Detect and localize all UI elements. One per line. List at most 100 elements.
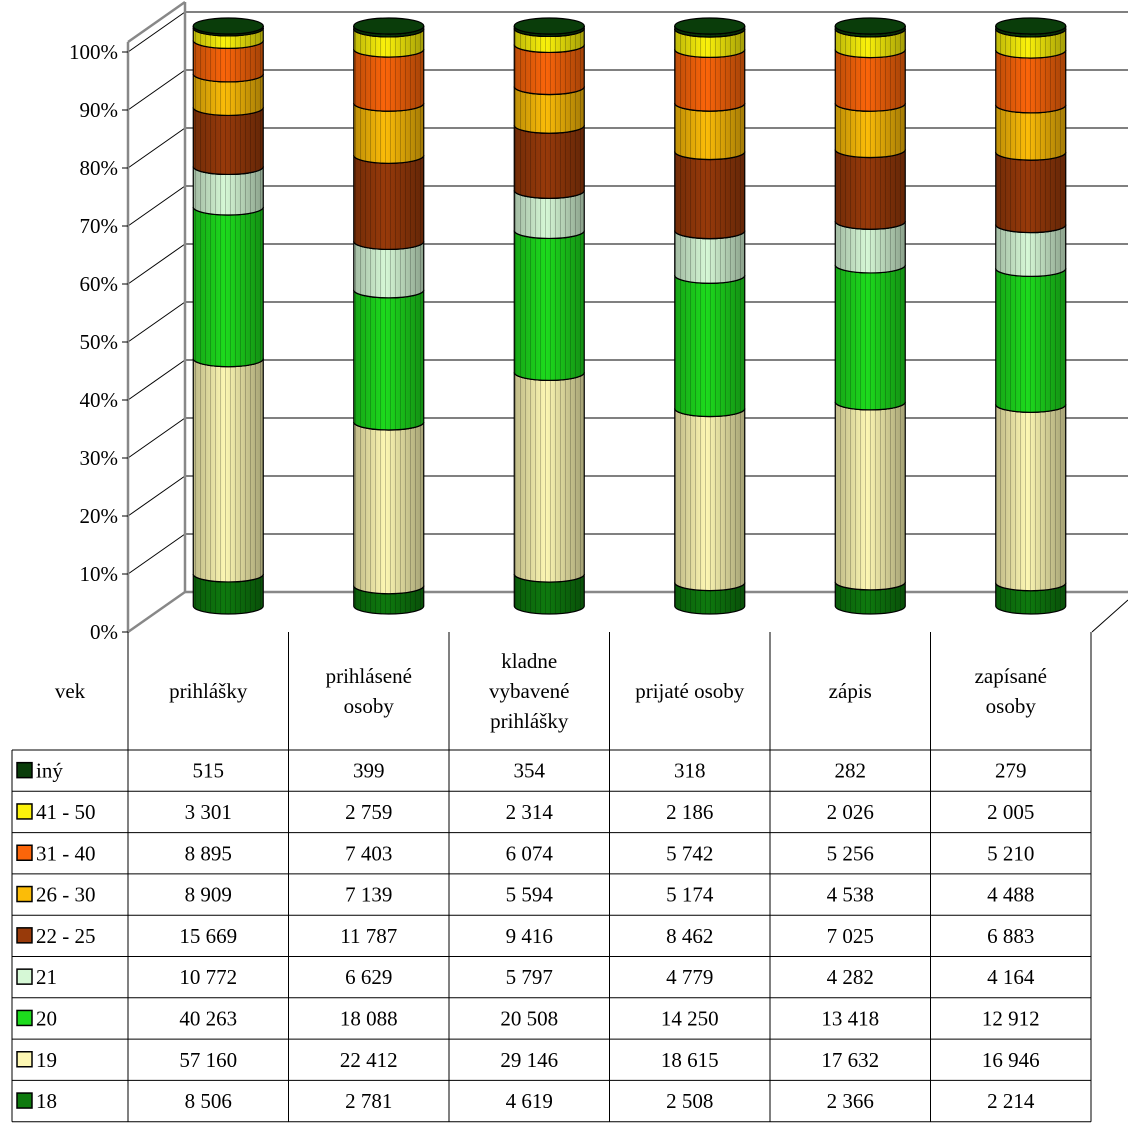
- bar-top-cap: [192, 17, 264, 35]
- bar-segment-zápis-26-30: [834, 103, 906, 159]
- table-cell-value: 4 779: [666, 965, 713, 989]
- table-header-vek: vek: [55, 679, 86, 703]
- bar-segment-zápis-31-40: [834, 49, 906, 112]
- table-cell-value: 7 403: [345, 841, 392, 865]
- bar-segment-kladne-vybavené-prihlášky-26-30: [513, 86, 585, 134]
- table-cell-value: 6 074: [506, 841, 554, 865]
- bar-segment-prihlášky-20: [192, 206, 264, 368]
- table-cell-value: 5 797: [506, 965, 553, 989]
- side-wall-top: [127, 0, 186, 44]
- bar-segment-zapísané-osoby-20: [995, 268, 1067, 413]
- bar-top-cap: [674, 17, 746, 35]
- legend-label: 20: [36, 1006, 57, 1030]
- bar-segment-prihlásené-osoby-19: [353, 421, 425, 595]
- gridline-side: [127, 533, 186, 575]
- legend-swatch: [16, 1009, 33, 1027]
- legend-swatch: [16, 1092, 33, 1109]
- floor-right-edge: [1091, 599, 1128, 633]
- bar-segment-prijaté-osoby-19: [674, 408, 746, 592]
- bar-segment-prihlásené-osoby-26-30: [353, 102, 425, 164]
- gridline-side: [127, 69, 186, 111]
- table-cell-value: 2 781: [345, 1089, 392, 1113]
- table-cell-value: 29 146: [500, 1048, 558, 1072]
- bar-segment-kladne-vybavené-prihlášky-20: [513, 230, 585, 381]
- table-cell-value: 318: [674, 759, 706, 783]
- table-cell-value: 14 250: [661, 1006, 719, 1030]
- bar-segment-zapísané-osoby-18: [995, 582, 1067, 615]
- bar-segment-kladne-vybavené-prihlášky-22-25: [513, 125, 585, 199]
- bar-segment-zapísané-osoby-26-30: [995, 104, 1067, 161]
- table-cell-value: 2 314: [506, 800, 554, 824]
- table-cell-value: 399: [353, 759, 385, 783]
- table-cell-value: 2 005: [987, 800, 1034, 824]
- floor-side-edge: [127, 590, 186, 634]
- legend-swatch: [16, 844, 33, 861]
- gridline-side: [127, 475, 186, 517]
- table-cell-value: 10 772: [179, 965, 237, 989]
- table-cell-value: 8 506: [185, 1089, 232, 1113]
- table-cell-value: 16 946: [982, 1048, 1040, 1072]
- table-cell-value: 515: [193, 759, 225, 783]
- bar-segment-kladne-vybavené-prihlášky-19: [513, 372, 585, 583]
- bar-segment-zápis-20: [834, 264, 906, 411]
- bar-segment-prijaté-osoby-18: [674, 582, 746, 615]
- bar-segment-prijaté-osoby-20: [674, 275, 746, 418]
- y-tick-label: 10%: [80, 562, 119, 586]
- bar-segment-zapísané-osoby-31-40: [995, 49, 1067, 114]
- table-cell-value: 8 462: [666, 924, 713, 948]
- bar-segment-zapísané-osoby-19: [995, 404, 1067, 592]
- table-cell-value: 2 026: [827, 800, 874, 824]
- table-cell-value: 282: [835, 759, 867, 783]
- y-tick-label: 30%: [80, 446, 119, 470]
- y-tick-label: 60%: [80, 272, 119, 296]
- legend-label: 22 - 25: [36, 924, 96, 948]
- bar-segment-zápis-19: [834, 401, 906, 591]
- table-cell-value: 20 508: [500, 1006, 558, 1030]
- bar-segment-prijaté-osoby-26-30: [674, 102, 746, 161]
- table-cell-value: 4 619: [506, 1089, 553, 1113]
- bar-segment-prijaté-osoby-21: [674, 230, 746, 284]
- legend-swatch: [16, 885, 33, 903]
- y-tick-label: 80%: [80, 156, 119, 180]
- table-cell-value: 2 214: [987, 1089, 1035, 1113]
- table-cell-value: 279: [995, 759, 1027, 783]
- table-cell-value: 18 088: [340, 1006, 398, 1030]
- legend-label: 31 - 40: [36, 841, 96, 865]
- table-cell-value: 4 538: [827, 883, 874, 907]
- table-cell-value: 40 263: [179, 1006, 237, 1030]
- gridline-side: [127, 301, 186, 343]
- legend-label: 26 - 30: [36, 883, 96, 907]
- bar-segment-prijaté-osoby-31-40: [674, 49, 746, 112]
- table-cell-value: 8 895: [185, 841, 232, 865]
- table-cell-value: 4 164: [987, 965, 1035, 989]
- gridline-side: [127, 11, 186, 53]
- table-cell-value: 5 594: [506, 883, 554, 907]
- table-cell-value: 2 366: [827, 1089, 874, 1113]
- bar-segment-prihlášky-22-25: [192, 107, 264, 176]
- x-category-label: prihlášky: [169, 679, 248, 703]
- table-cell-value: 11 787: [340, 924, 397, 948]
- x-category-label: zapísané osoby: [975, 664, 1047, 718]
- table-cell-value: 6 629: [345, 965, 392, 989]
- bar-segment-zapísané-osoby-22-25: [995, 151, 1067, 234]
- bar-top-cap: [513, 17, 585, 35]
- x-category-label: prijaté osoby: [635, 679, 745, 703]
- y-tick-label: 20%: [80, 504, 119, 528]
- x-category-label: prihlásené osoby: [326, 664, 412, 718]
- table-cell-value: 6 883: [987, 924, 1034, 948]
- legend-label: 41 - 50: [36, 800, 96, 824]
- y-tick-label: 70%: [80, 214, 119, 238]
- bar-segment-prihlášky-19: [192, 358, 264, 583]
- legend-label: 18: [36, 1089, 57, 1113]
- table-cell-value: 7 025: [827, 924, 874, 948]
- y-tick-label: 0%: [90, 620, 118, 644]
- legend-swatch: [16, 927, 33, 944]
- bar-top-cap: [834, 17, 906, 35]
- gridline-side: [127, 417, 186, 459]
- table-cell-value: 5 174: [666, 883, 714, 907]
- table-cell-value: 17 632: [821, 1048, 879, 1072]
- table-cell-value: 9 416: [506, 924, 553, 948]
- y-tick-label: 90%: [80, 98, 119, 122]
- bar-segment-kladne-vybavené-prihlášky-21: [513, 190, 585, 240]
